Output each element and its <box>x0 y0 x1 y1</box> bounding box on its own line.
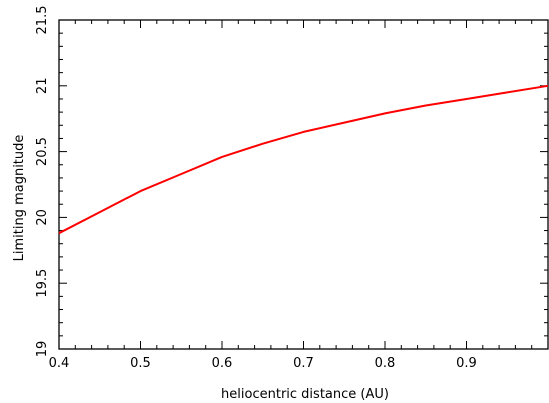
x-tick-label: 0.6 <box>212 356 233 371</box>
series-lines <box>58 84 549 235</box>
x-tick-labels: 0.4 0.5 0.6 0.7 0.8 0.9 <box>49 356 477 371</box>
y-tick-label: 19.5 <box>35 269 50 298</box>
x-tick-label: 0.7 <box>293 356 314 371</box>
y-tick-label: 20.5 <box>35 137 50 166</box>
y-tick-labels: 19 19.5 20 20.5 21 21.5 <box>35 6 50 358</box>
x-tick-label: 0.5 <box>130 356 151 371</box>
y-tick-label: 21 <box>35 78 50 95</box>
x-tick-label: 0.9 <box>456 356 477 371</box>
series-line <box>58 84 549 235</box>
y-tick-label: 20 <box>35 209 50 226</box>
x-axis-label: heliocentric distance (AU) <box>221 387 389 402</box>
x-tick-label: 0.8 <box>375 356 396 371</box>
x-tick-label: 0.4 <box>49 356 70 371</box>
y-axis-label: Limiting magnitude <box>12 135 27 262</box>
axis-ticks <box>58 19 549 350</box>
y-tick-label: 21.5 <box>35 6 50 35</box>
y-tick-label: 19 <box>35 341 50 358</box>
plot-border <box>58 19 549 350</box>
plot-frame <box>58 19 549 350</box>
